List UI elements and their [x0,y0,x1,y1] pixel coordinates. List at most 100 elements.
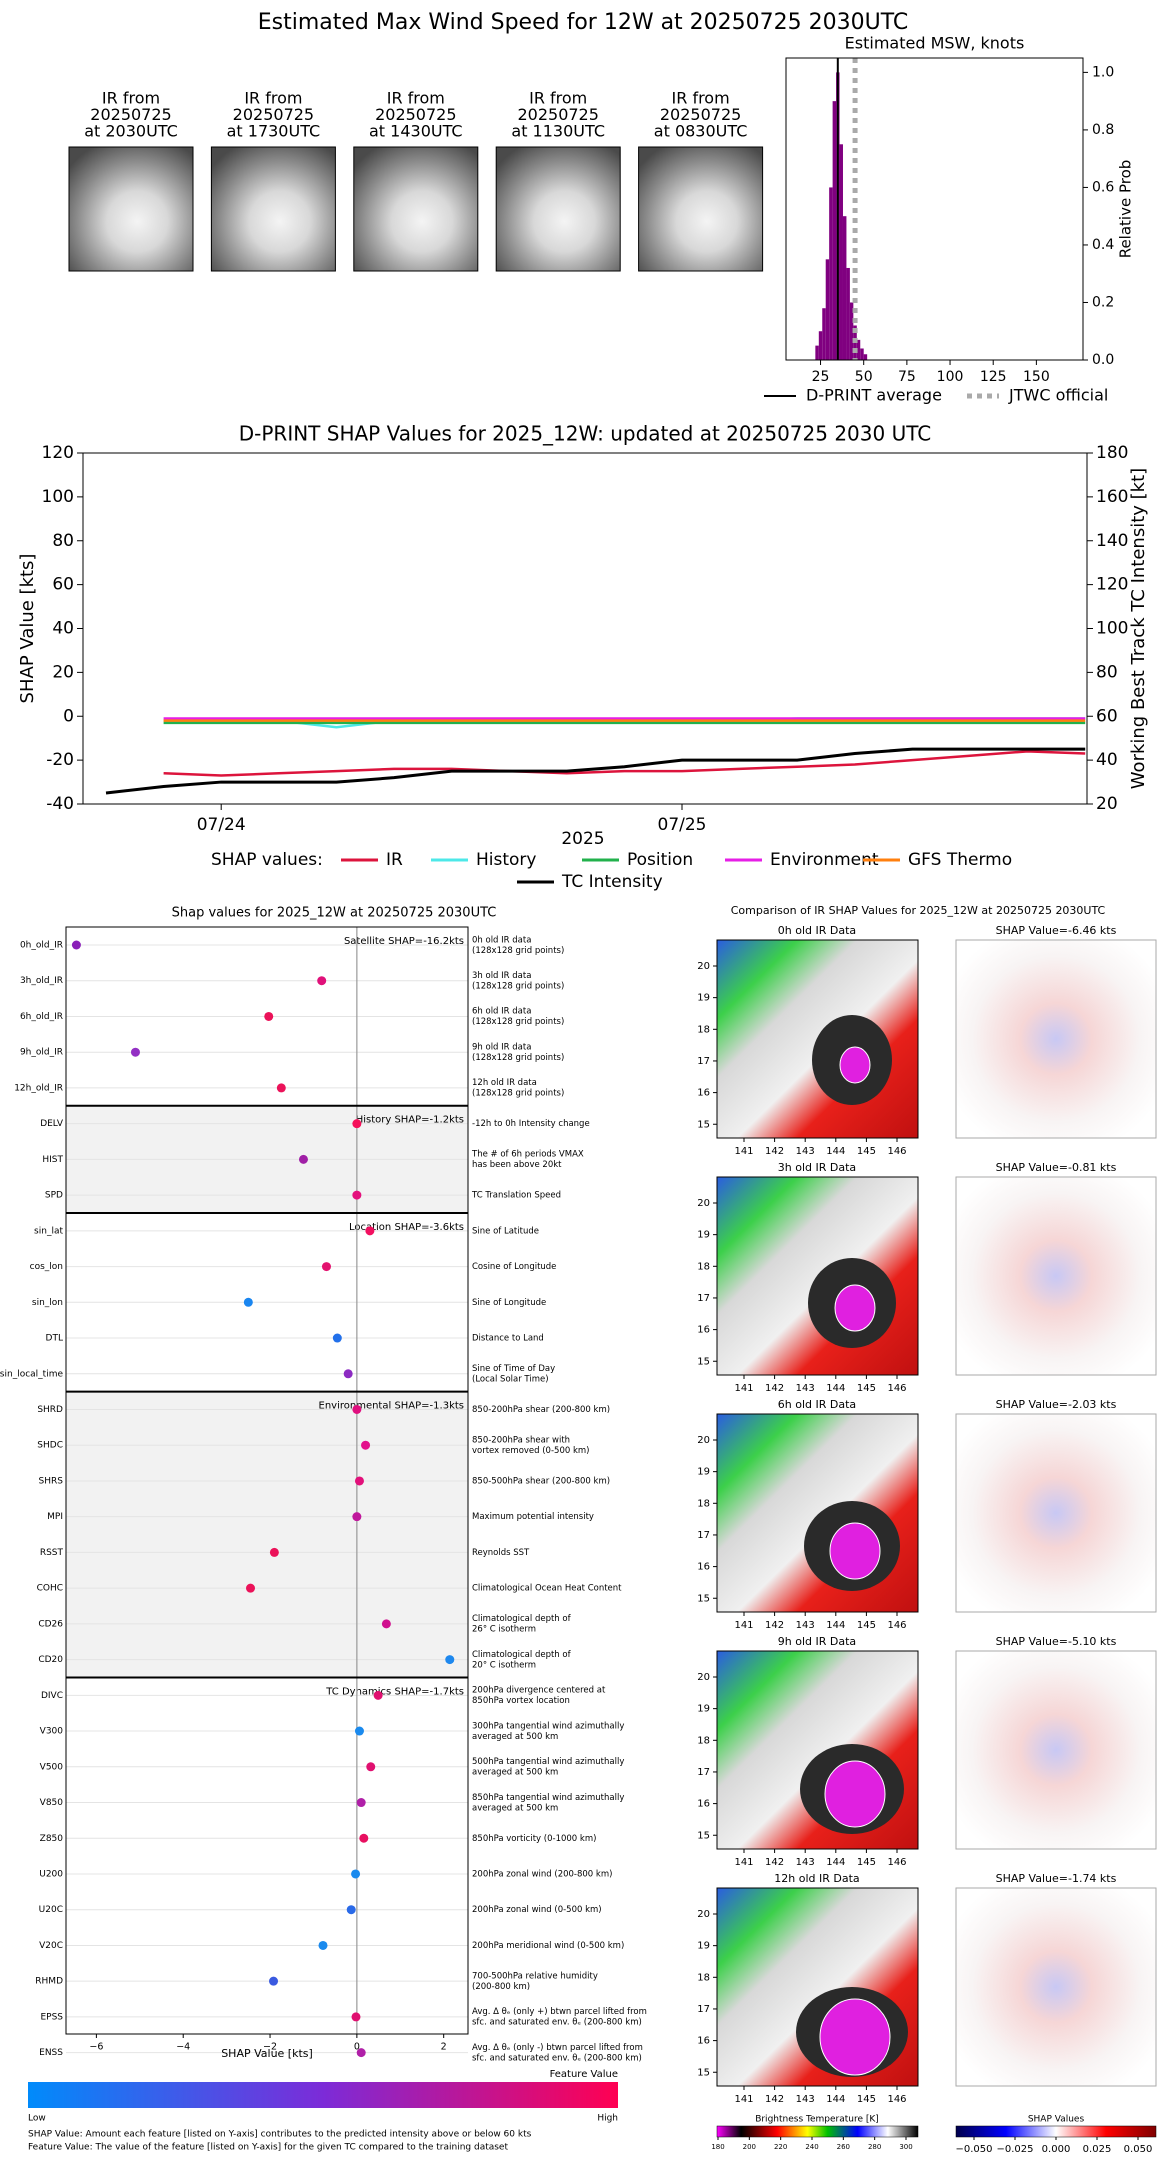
x-axis-label: 2025 [561,829,604,849]
lat-tick-label: 16 [697,1562,710,1573]
feature-description: 850hPa tangential wind azimuthally [472,1793,624,1803]
thumbnail-title: at 1130UTC [511,122,605,141]
feature-label: cos_lon [30,1262,63,1272]
shap-dot [352,1190,362,1200]
lon-tick-label: 143 [796,1146,815,1157]
feature-description: 12h old IR data [472,1078,537,1088]
colorbar-title: Feature Value [550,2069,618,2080]
thumbnail-title: IR from [529,89,587,108]
y2-tick-label: 180 [1096,443,1128,463]
lon-tick-label: 143 [796,1620,815,1631]
y-tick-label: 40 [52,619,74,639]
x-tick-label: 07/24 [197,815,246,835]
bar [842,216,847,360]
feature-label: EPSS [40,2012,63,2022]
feature-label: CD20 [38,1655,63,1665]
shap-dot [71,940,81,950]
lat-tick-label: 18 [697,1972,710,1983]
shap-colorbar [955,2125,1157,2138]
feature-description: vortex removed (0-500 km) [472,1446,589,1456]
shap-dot [317,976,327,986]
shap-dot [352,1512,362,1522]
bt-tick-label: 280 [868,2143,881,2151]
bar [822,308,826,360]
y-tick-label: 0.2 [1092,294,1114,310]
bt-colorbar [716,2125,919,2138]
plot-frame [785,57,1084,361]
x-tick-label: 2 [441,2042,447,2053]
feature-label: 9h_old_IR [20,1048,63,1058]
lat-tick-label: 20 [697,1198,710,1209]
shap-tick-label: −0.050 [955,2144,992,2155]
ir-core [829,1522,881,1580]
group-label: Location SHAP=-3.6kts [349,1222,464,1233]
thumbnail-title: at 2030UTC [84,122,178,141]
feature-label: MPI [47,1512,63,1522]
group-label: Satellite SHAP=-16.2kts [344,936,464,947]
feature-label: RSST [40,1548,64,1558]
ir-thumbnail [638,146,764,272]
ir-panel-title: 3h old IR Data [778,1161,856,1174]
x-tick-label: 100 [937,369,964,385]
ir-core [824,1760,886,1828]
y-tick-label: 0.4 [1092,237,1114,253]
chart-title: D-PRINT SHAP Values for 2025_12W: update… [239,422,931,446]
shap-map [955,1887,1157,2087]
feature-label: 6h_old_IR [20,1012,63,1022]
lon-tick-label: 145 [857,1383,876,1394]
x-tick-label: 0 [354,2042,360,2053]
x-tick-label: 75 [898,369,916,385]
lat-tick-label: 19 [697,1230,710,1241]
feature-description: 9h old IR data [472,1042,531,1052]
lon-tick-label: 145 [857,1146,876,1157]
comparison-title: Comparison of IR SHAP Values for 2025_12… [731,904,1106,917]
shap-panel-title: SHAP Value=-5.10 kts [996,1635,1117,1648]
lat-tick-label: 18 [697,1261,710,1272]
legend-label: IR [386,850,403,870]
shap-colorbar-label: SHAP Values [1028,2115,1085,2125]
feature-description: 850hPa vortex location [472,1696,570,1706]
feature-label: COHC [37,1584,63,1594]
feature-description: Cosine of Longitude [472,1262,556,1272]
feature-label: U20C [39,1905,63,1915]
feature-description: 200hPa divergence centered at [472,1686,606,1696]
bar [829,187,833,360]
group-band [66,1391,468,1678]
y2-tick-label: 140 [1096,531,1128,551]
bar [846,267,850,360]
lon-tick-label: 143 [796,1857,815,1868]
feature-label: SHRS [39,1476,64,1486]
feature-description: 850hPa vorticity (0-1000 km) [472,1834,596,1844]
lat-tick-label: 17 [697,1530,710,1541]
plot-frame [65,926,469,2035]
feature-description: (200-800 km) [472,1982,530,1992]
shap-dot [354,1726,364,1736]
feature-description: averaged at 500 km [472,1732,558,1742]
shap-dot [321,1262,331,1272]
y2-tick-label: 60 [1096,706,1118,726]
feature-description: 3h old IR data [472,971,531,981]
lon-tick-label: 143 [796,1383,815,1394]
feature-description: (128x128 grid points) [472,1089,564,1099]
thumbnail-title: 20250725 [517,105,598,124]
feature-label: V500 [40,1762,64,1772]
lon-tick-label: 141 [734,1620,753,1631]
feature-description: (128x128 grid points) [472,981,564,991]
lat-tick-label: 15 [697,2067,710,2078]
shap-dot [269,1976,279,1986]
feature-description: (128x128 grid points) [472,1053,564,1063]
feature-label: Z850 [40,1834,64,1844]
feature-label: 0h_old_IR [20,941,63,951]
lon-tick-label: 146 [887,2094,906,2105]
feature-label: sin_lat [34,1226,63,1236]
feature-label: SPD [45,1191,63,1201]
bt-tick-label: 300 [899,2143,912,2151]
thumbnail-title: at 1730UTC [227,122,321,141]
lat-tick-label: 18 [697,1498,710,1509]
lon-tick-label: 145 [857,1620,876,1631]
y-axis-label: SHAP Value [kts] [17,554,38,704]
shap-map [955,939,1157,1139]
lon-tick-label: 141 [734,2094,753,2105]
shap-dot [351,1869,361,1879]
